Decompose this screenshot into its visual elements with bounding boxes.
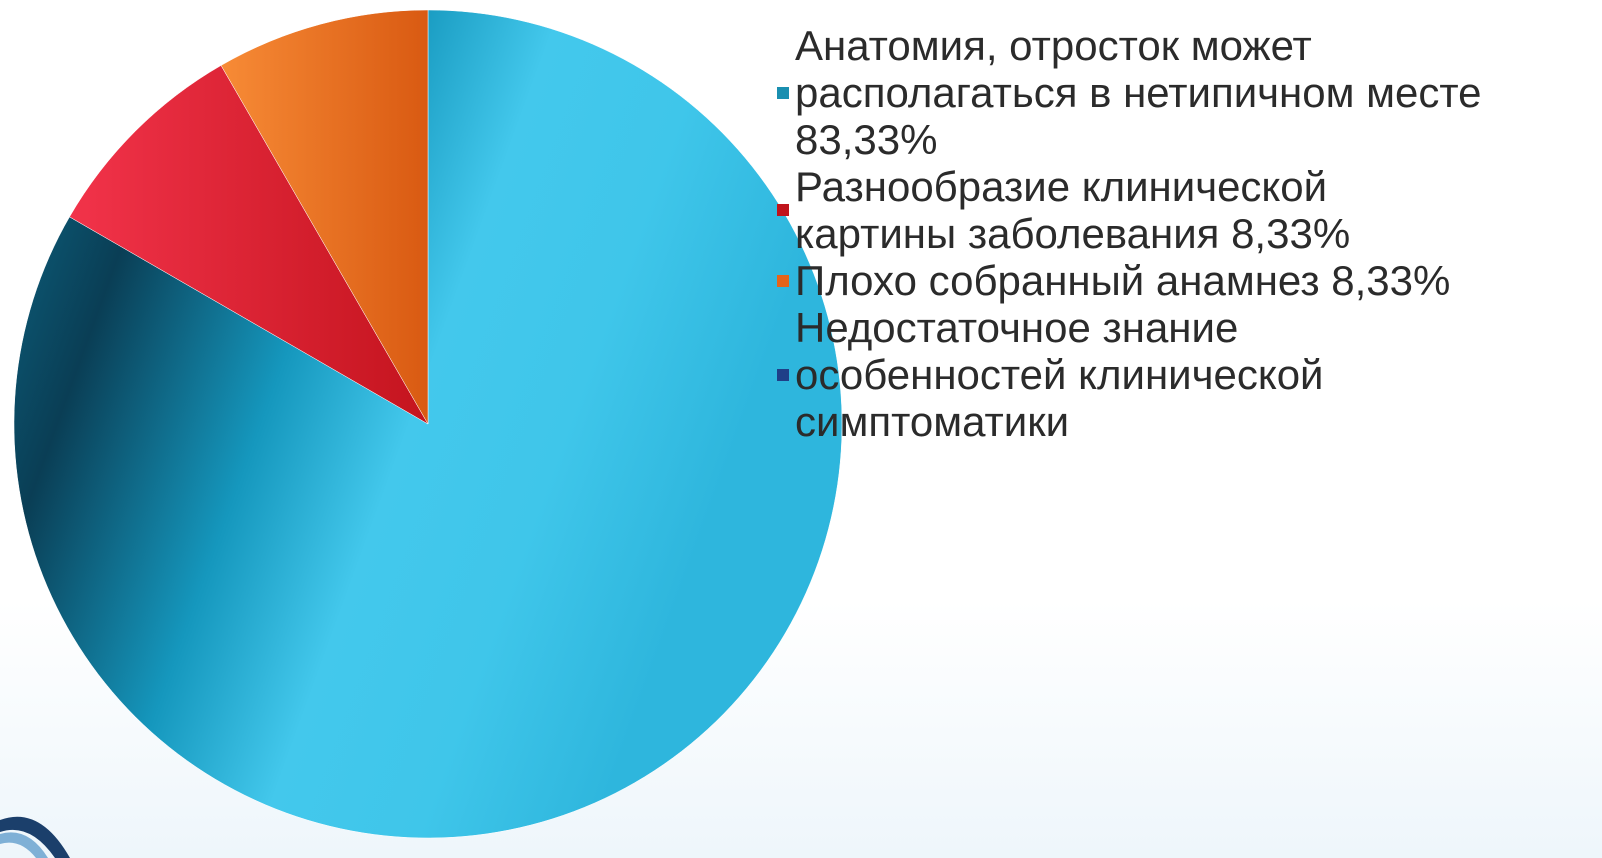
legend-swatch-clinical-variety [777, 204, 789, 216]
legend-label-anatomy: Анатомия, отросток может располагаться в… [795, 22, 1482, 163]
corner-swoosh-decoration [0, 816, 70, 858]
legend-label-clinical-variety: Разнообразие клинической картины заболев… [795, 163, 1351, 257]
legend-item-insufficient-knowledge: Недостаточное знание особенностей клинич… [777, 304, 1595, 445]
legend-label-poor-anamnesis: Плохо собранный анамнез 8,33% [795, 257, 1451, 304]
legend-item-clinical-variety: Разнообразие клинической картины заболев… [777, 163, 1595, 257]
legend-swatch-insufficient-knowledge [777, 368, 789, 381]
pie-slice-poor-anamnesis [220, 9, 429, 425]
legend-label-insufficient-knowledge: Недостаточное знание особенностей клинич… [795, 304, 1324, 445]
legend-item-poor-anamnesis: Плохо собранный анамнез 8,33% [777, 257, 1595, 304]
legend-swatch-poor-anamnesis [777, 274, 789, 287]
legend-item-anatomy: Анатомия, отросток может располагаться в… [777, 22, 1595, 163]
chart-legend: Анатомия, отросток может располагаться в… [777, 22, 1595, 445]
legend-swatch-anatomy [777, 86, 789, 99]
pie-slice-clinical-variety [69, 65, 429, 425]
